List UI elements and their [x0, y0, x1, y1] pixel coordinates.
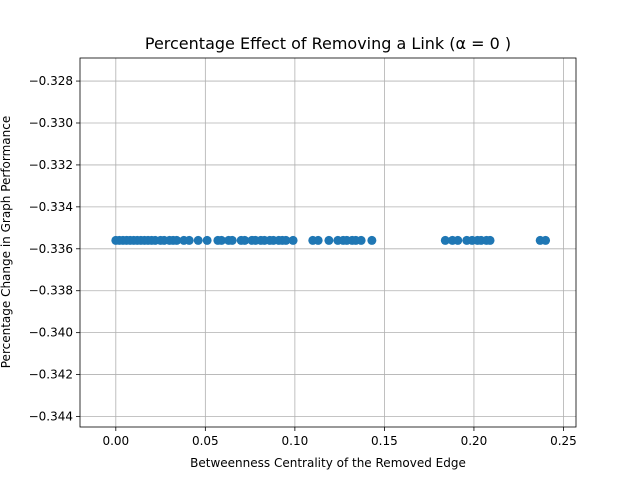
- x-tick-label: 0.05: [192, 434, 219, 448]
- y-tick-label: −0.338: [29, 284, 73, 298]
- x-axis-label: Betweenness Centrality of the Removed Ed…: [190, 456, 466, 470]
- data-point: [485, 235, 495, 245]
- data-point: [324, 235, 334, 245]
- data-point: [193, 235, 203, 245]
- y-tick-label: −0.342: [29, 368, 73, 382]
- y-tick-label: −0.332: [29, 158, 73, 172]
- data-point: [172, 235, 182, 245]
- data-point: [288, 235, 298, 245]
- y-axis-label: Percentage Change in Graph Performance: [0, 116, 13, 369]
- data-point: [216, 235, 226, 245]
- data-point: [227, 235, 237, 245]
- x-tick-label: 0.25: [550, 434, 577, 448]
- data-point: [541, 235, 551, 245]
- data-point: [202, 235, 212, 245]
- data-point: [313, 235, 323, 245]
- grid: [80, 58, 576, 427]
- y-tick-label: −0.340: [29, 326, 73, 340]
- data-point: [281, 235, 291, 245]
- x-tick-label: 0.20: [461, 434, 488, 448]
- chart-title: Percentage Effect of Removing a Link (α …: [145, 34, 511, 53]
- data-point: [240, 235, 250, 245]
- y-tick-label: −0.328: [29, 74, 73, 88]
- y-tick-label: −0.330: [29, 116, 73, 130]
- x-tick-label: 0.15: [371, 434, 398, 448]
- data-points: [111, 235, 551, 245]
- plot-frame: [79, 57, 577, 428]
- y-tick-label: −0.336: [29, 242, 73, 256]
- data-point: [453, 235, 463, 245]
- x-tick-label: 0.10: [282, 434, 309, 448]
- data-point: [356, 235, 366, 245]
- data-point: [440, 235, 450, 245]
- data-point: [184, 235, 194, 245]
- y-tick-label: −0.344: [29, 410, 73, 424]
- data-point: [367, 235, 377, 245]
- x-tick-label: 0.00: [102, 434, 129, 448]
- y-tick-label: −0.334: [29, 200, 73, 214]
- axis-ticks: 0.00 0.05 0.10 0.15 0.20 0.25 −0.328 −0.330 −0.3…: [29, 74, 577, 448]
